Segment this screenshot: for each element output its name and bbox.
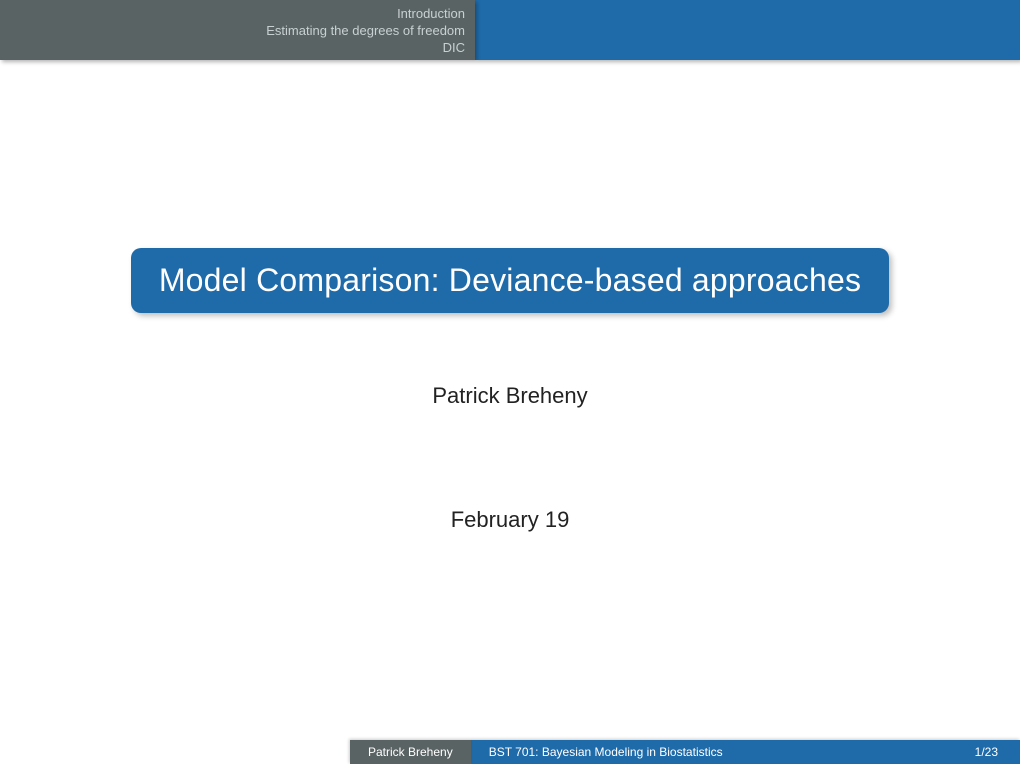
footer-page-number: 1/23	[975, 745, 998, 759]
slide-author: Patrick Breheny	[432, 383, 587, 409]
section-link-dof[interactable]: Estimating the degrees of freedom	[266, 22, 465, 39]
footer-spacer	[0, 740, 350, 764]
slide-footer: Patrick Breheny BST 701: Bayesian Modeli…	[0, 740, 1020, 764]
section-link-dic[interactable]: DIC	[443, 39, 465, 56]
footer-course: BST 701: Bayesian Modeling in Biostatist…	[471, 740, 1020, 764]
footer-author: Patrick Breheny	[350, 740, 471, 764]
header-sections-panel: Introduction Estimating the degrees of f…	[0, 0, 475, 60]
section-link-intro[interactable]: Introduction	[397, 5, 465, 22]
footer-course-text: BST 701: Bayesian Modeling in Biostatist…	[489, 745, 723, 759]
slide-date: February 19	[451, 507, 570, 533]
slide-title: Model Comparison: Deviance-based approac…	[131, 248, 889, 313]
slide-header: Introduction Estimating the degrees of f…	[0, 0, 1020, 60]
slide-body: Model Comparison: Deviance-based approac…	[0, 60, 1020, 740]
header-accent-panel	[475, 0, 1020, 60]
